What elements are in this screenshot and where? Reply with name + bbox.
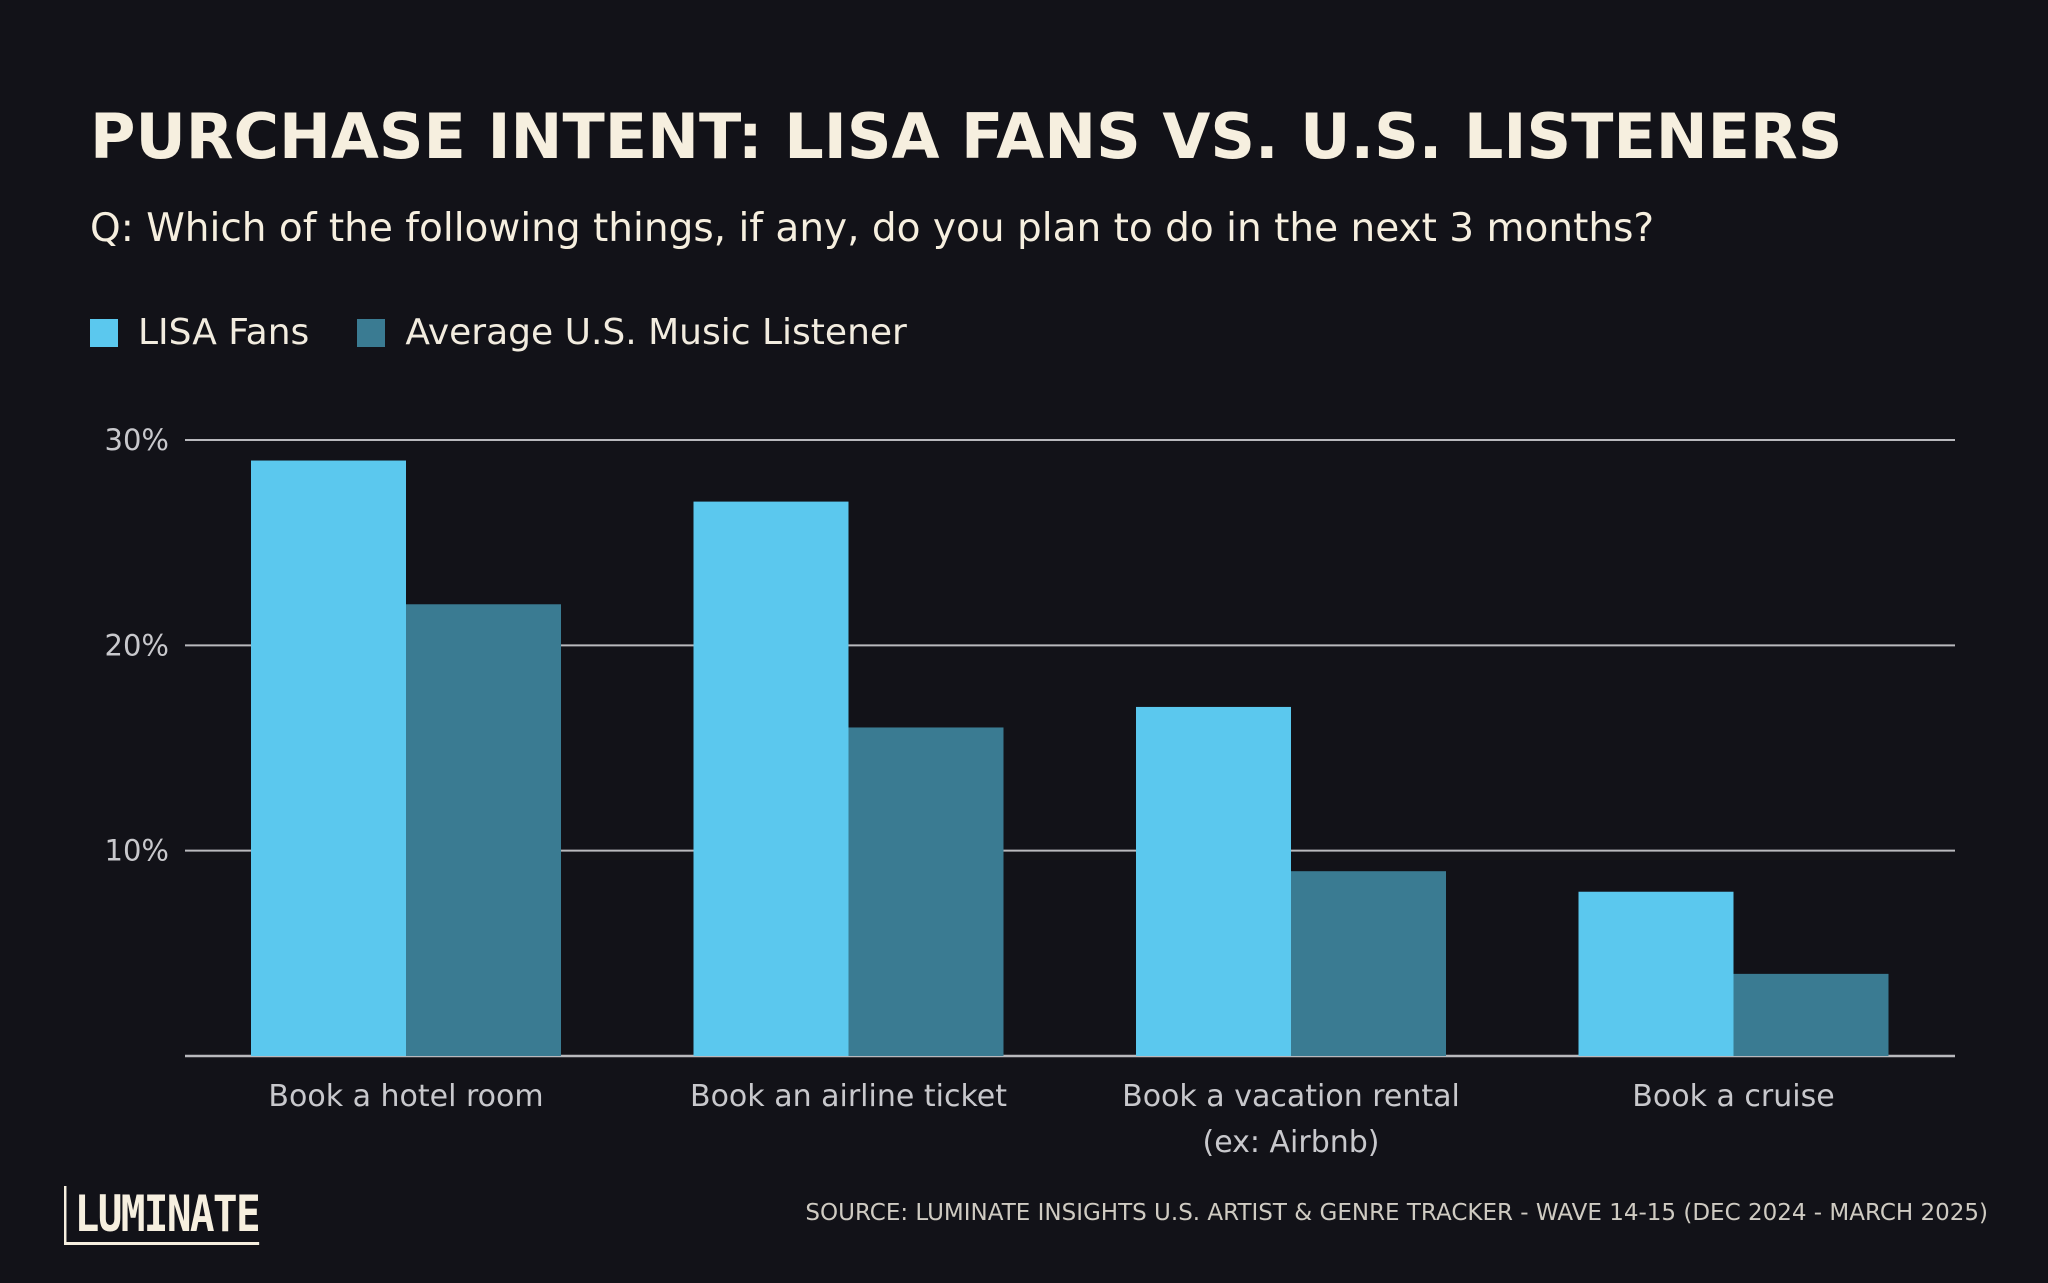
bar-lisa-fans-3	[1578, 891, 1734, 1056]
chart-title: PURCHASE INTENT: LISA FANS VS. U.S. LIST…	[90, 100, 1843, 173]
bar-lisa-fans-1	[693, 501, 849, 1057]
x-category-label-1: Book an airline ticket	[690, 1079, 1007, 1114]
legend-label-average-listener: Average U.S. Music Listener	[405, 312, 907, 353]
x-category-label-3: Book a cruise	[1632, 1079, 1834, 1114]
bar-average-listener-0	[406, 604, 561, 1056]
legend-label-lisa-fans: LISA Fans	[138, 312, 310, 353]
bar-average-listener-1	[848, 727, 1004, 1056]
legend-swatch-lisa-fans	[90, 318, 118, 347]
y-tick-label-30: 30%	[105, 423, 169, 457]
legend: LISA Fans Average U.S. Music Listener	[90, 312, 955, 353]
y-tick-label-20: 20%	[105, 628, 169, 662]
source-note: SOURCE: LUMINATE INSIGHTS U.S. ARTIST & …	[805, 1200, 1988, 1226]
bar-average-listener-3	[1733, 973, 1889, 1056]
x-category-label-2-line-1: (ex: Airbnb)	[1202, 1125, 1379, 1160]
chart-subtitle: Q: Which of the following things, if any…	[90, 206, 1655, 251]
y-tick-label-10: 10%	[105, 834, 169, 868]
bar-average-listener-2	[1291, 871, 1446, 1056]
legend-item-average-listener: Average U.S. Music Listener	[357, 312, 907, 353]
x-category-label-2: Book a vacation rental	[1122, 1079, 1460, 1114]
luminate-logo: LUMINATE	[64, 1186, 261, 1245]
legend-item-lisa-fans: LISA Fans	[90, 312, 309, 353]
x-category-label-0: Book a hotel room	[268, 1079, 543, 1114]
bar-lisa-fans-2	[1136, 706, 1291, 1056]
bar-lisa-fans-0	[251, 460, 406, 1056]
legend-swatch-average-listener	[357, 318, 386, 347]
